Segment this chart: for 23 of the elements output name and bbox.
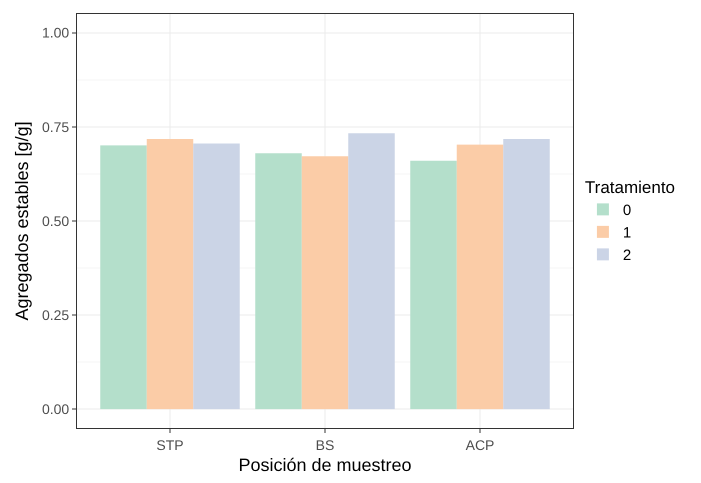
y-tick-label: 0.25 xyxy=(42,306,70,323)
legend-label: 2 xyxy=(622,247,632,264)
y-tick-label: 1.00 xyxy=(42,24,70,41)
x-tick-label: STP xyxy=(156,436,184,453)
x-tick-label: BS xyxy=(316,436,334,453)
legend-title: Tratamiento xyxy=(584,178,675,198)
y-tick-label: 0.75 xyxy=(42,118,70,135)
bar xyxy=(302,156,348,410)
bar xyxy=(193,143,240,410)
bar xyxy=(100,145,147,410)
x-tick-label: ACP xyxy=(466,436,494,453)
legend-label: 1 xyxy=(622,224,632,242)
bar xyxy=(146,138,194,410)
y-tick-label: 0.00 xyxy=(42,401,70,418)
y-axis-title: Agregados estables [g/g] xyxy=(12,121,32,321)
bar xyxy=(410,160,457,410)
bar xyxy=(503,138,550,410)
bar xyxy=(255,153,302,410)
y-tick-label: 0.50 xyxy=(42,212,70,229)
bar xyxy=(348,133,395,410)
bar xyxy=(456,144,504,410)
legend-label: 0 xyxy=(622,202,632,220)
x-axis-title: Posición de muestreo xyxy=(238,454,412,475)
